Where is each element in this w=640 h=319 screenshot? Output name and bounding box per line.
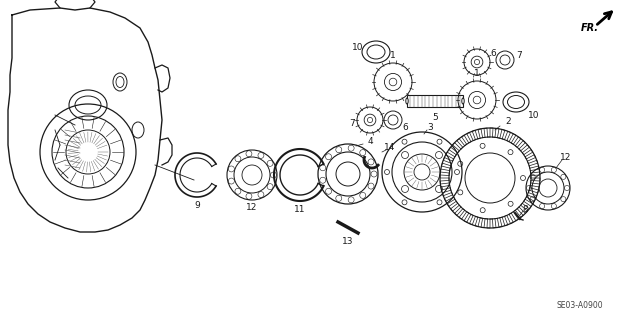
Text: 5: 5	[432, 113, 438, 122]
Text: 13: 13	[342, 238, 354, 247]
Text: 1: 1	[390, 50, 396, 60]
Text: 1: 1	[474, 69, 480, 78]
Ellipse shape	[462, 98, 464, 104]
Text: 10: 10	[352, 42, 364, 51]
Text: SE03-A0900: SE03-A0900	[557, 301, 604, 310]
Text: 4: 4	[367, 137, 373, 145]
Text: 6: 6	[490, 49, 496, 58]
Text: 11: 11	[294, 204, 306, 213]
Text: 3: 3	[427, 123, 433, 132]
Text: 14: 14	[384, 144, 396, 152]
Text: 6: 6	[402, 123, 408, 132]
Text: 7: 7	[349, 120, 355, 129]
Text: 2: 2	[505, 117, 511, 127]
Text: FR.: FR.	[581, 23, 599, 33]
Text: 12: 12	[560, 153, 572, 162]
Text: 8: 8	[522, 205, 528, 214]
Text: 10: 10	[528, 112, 540, 121]
Bar	[407, 95, 463, 107]
Ellipse shape	[406, 98, 408, 104]
Text: 12: 12	[246, 204, 258, 212]
Text: 9: 9	[194, 201, 200, 210]
Text: 7: 7	[516, 51, 522, 61]
